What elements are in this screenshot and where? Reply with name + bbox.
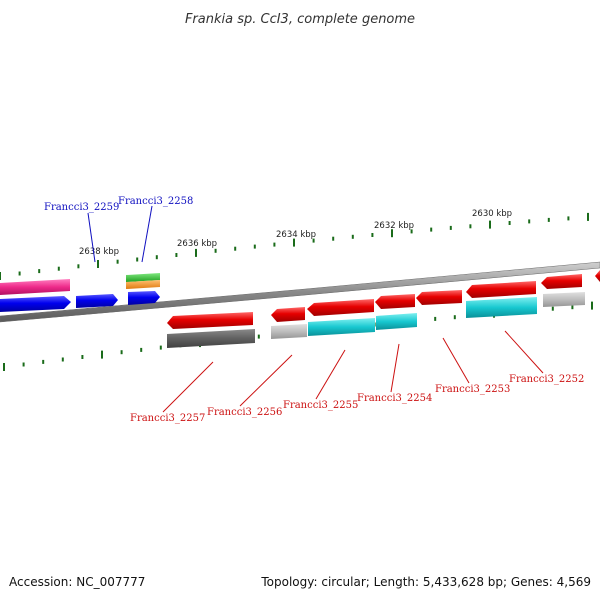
inner-minor-tick [22,362,25,367]
inner-major-tick [591,301,593,310]
pointer-line-2254 [390,343,400,393]
gene-blue-1[interactable] [0,296,71,312]
gene-label-2257[interactable]: Francci3_2257 [130,413,205,424]
pointer-line-2257 [162,361,214,413]
gene-label-2253[interactable]: Francci3_2253 [435,384,510,395]
gene-red-2255[interactable] [307,299,374,316]
gene-red-2254[interactable] [375,294,415,309]
gene-label-2254[interactable]: Francci3_2254 [357,393,432,404]
inner-minor-tick [551,306,554,311]
gene-label-2256[interactable]: Francci3_2256 [207,407,282,418]
pointer-line-2252 [504,330,544,374]
inner-minor-tick [453,315,456,320]
outer-major-tick [489,220,491,229]
outer-minor-tick [273,242,276,247]
accession-text: Accession: NC_007777 [9,575,145,589]
gene-orange[interactable] [126,280,160,289]
inner-minor-tick [140,347,143,352]
outer-minor-tick [57,266,60,271]
feature-grey-light-1[interactable] [271,324,307,339]
kbp-label-2630: 2630 kbp [472,209,512,219]
inner-minor-tick [81,355,84,359]
gene-red-a[interactable] [541,274,582,289]
forward-strand-features [0,273,160,312]
outer-minor-tick [469,224,472,229]
gene-blue-3[interactable] [128,291,160,305]
pointer-line-2253 [442,337,470,384]
gene-red-2256[interactable] [271,307,305,322]
gene-label-2258[interactable]: Francci3_2258 [118,196,193,207]
inner-minor-tick [120,350,123,355]
gene-pink[interactable] [0,279,70,295]
feature-cyan-1[interactable] [308,318,375,336]
inner-minor-tick [571,305,574,310]
gene-blue-2[interactable] [76,294,118,308]
forward-gene-labels: Francci3_2259 Francci3_2258 [44,196,193,263]
outer-minor-tick [234,246,237,251]
outer-minor-tick [351,234,354,239]
kbp-label-2634: 2634 kbp [276,230,316,240]
feature-grey-dark[interactable] [167,329,255,348]
feature-cyan-2[interactable] [376,313,417,330]
kbp-label-2632: 2632 kbp [374,221,414,231]
gene-label-2252[interactable]: Francci3_2252 [509,374,584,385]
outer-minor-tick [312,238,315,243]
feature-cyan-3[interactable] [466,297,537,318]
outer-minor-tick [528,219,531,224]
outer-minor-tick [253,244,256,249]
pointer-line-2258 [141,205,153,263]
reverse-gene-labels: Francci3_2257 Francci3_2256 Francci3_225… [130,330,584,424]
outer-minor-tick [508,221,511,225]
inner-major-tick [101,350,103,359]
gene-green[interactable] [126,273,160,282]
gene-red-2253[interactable] [416,290,462,305]
gene-red-b[interactable] [595,270,600,282]
pointer-line-2256 [239,354,293,407]
reverse-strand-features [167,270,600,329]
outer-minor-tick [567,216,570,221]
outer-major-tick [587,212,589,221]
inner-minor-tick [159,345,162,350]
outer-major-tick [391,229,393,238]
gene-red-2252[interactable] [466,281,536,298]
outer-minor-tick [449,225,452,230]
outer-minor-tick [38,269,41,274]
outer-minor-tick [371,233,374,237]
inner-major-tick [3,363,5,371]
outer-minor-tick [155,255,158,260]
kbp-label-2636: 2636 kbp [177,239,217,249]
gene-red-2257[interactable] [167,312,253,329]
outer-minor-tick [175,253,178,257]
inner-minor-tick [61,357,64,362]
outer-minor-tick [410,229,413,234]
outer-minor-tick [77,264,80,269]
kbp-label-2638: 2638 kbp [79,247,119,257]
secondary-features [167,292,585,348]
summary-text: Topology: circular; Length: 5,433,628 bp… [260,575,591,589]
map-title: Frankia sp. CcI3, complete genome [185,12,415,27]
outer-major-tick [0,272,1,280]
inner-minor-tick [42,359,45,364]
outer-minor-tick [116,259,119,264]
outer-tick-ring [0,212,589,280]
outer-minor-tick [18,271,21,276]
gene-label-2259[interactable]: Francci3_2259 [44,202,119,213]
outer-major-tick [293,238,295,247]
feature-grey-light-2[interactable] [543,292,585,307]
outer-minor-tick [136,257,139,262]
outer-minor-tick [430,227,433,232]
outer-major-tick [97,260,99,268]
outer-major-tick [195,248,197,257]
gene-label-2255[interactable]: Francci3_2255 [283,400,358,411]
pointer-line-2255 [315,349,346,400]
outer-minor-tick [547,217,550,222]
outer-minor-tick [332,236,335,241]
outer-minor-tick [214,248,217,253]
inner-minor-tick [257,334,260,339]
inner-minor-tick [434,316,437,321]
pointer-line-2259 [87,212,96,263]
